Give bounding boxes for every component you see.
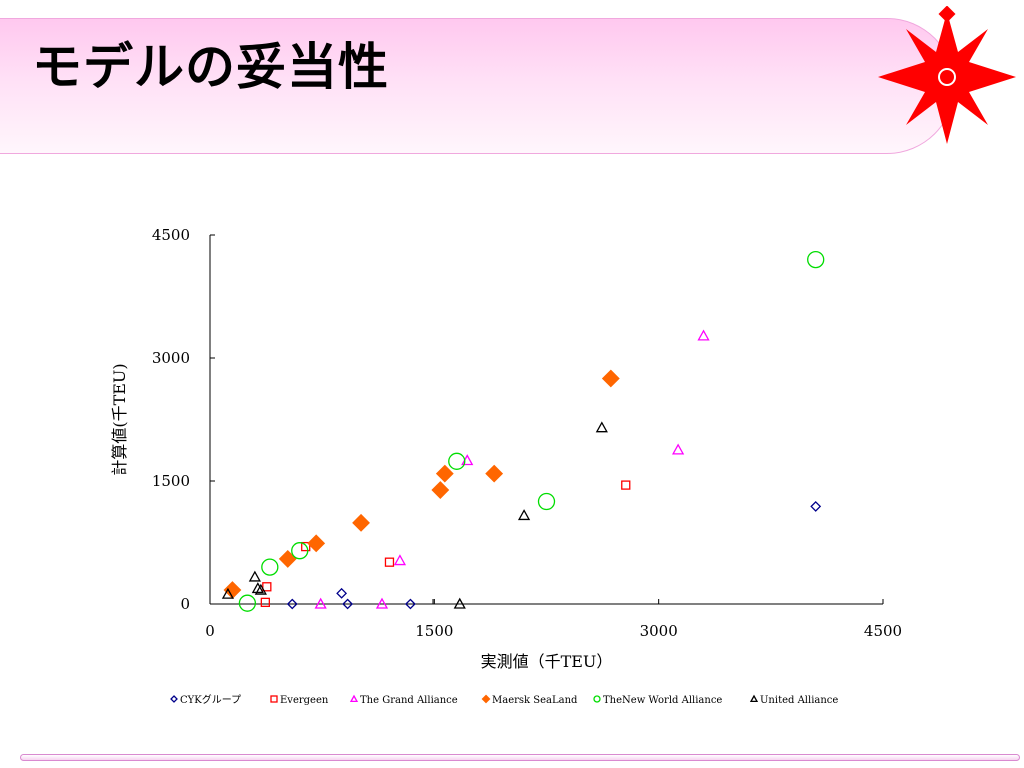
data-point	[336, 587, 348, 599]
series-5	[221, 421, 608, 609]
data-point	[251, 582, 264, 594]
data-point	[278, 549, 297, 568]
y-axis-title: 計算値(千TEU)	[110, 363, 129, 475]
legend-item: Maersk SeaLand	[481, 694, 578, 706]
chart-ticks: 0 1500 3000 4500 0 1500 3000 4500	[152, 226, 902, 640]
legend-marker	[349, 694, 359, 703]
legend-label: Evergeen	[280, 695, 329, 706]
legend-label: Maersk SeaLand	[492, 695, 578, 706]
y-tick-label: 3000	[152, 349, 190, 367]
data-point	[697, 329, 710, 341]
data-point	[621, 480, 631, 490]
bottom-decorative-rule	[20, 754, 1020, 761]
legend-label: The Grand Alliance	[360, 695, 458, 706]
data-point	[384, 557, 395, 567]
data-point	[221, 587, 235, 599]
slide-title: モデルの妥当性	[32, 38, 389, 96]
data-point	[248, 570, 261, 582]
series-2	[314, 329, 710, 609]
data-point	[301, 541, 311, 552]
data-point	[254, 583, 267, 595]
data-point	[375, 597, 389, 609]
data-point	[431, 481, 450, 499]
data-point	[517, 509, 531, 521]
series-4	[238, 250, 825, 612]
series-1	[260, 480, 631, 608]
legend-marker	[170, 695, 178, 703]
data-point	[595, 421, 608, 433]
legend-item: TheNew World Alliance	[593, 695, 722, 706]
legend-marker	[749, 694, 759, 703]
data-point	[393, 554, 407, 566]
y-tick-label: 1500	[152, 472, 190, 490]
chart-legend: CYKグループ Evergeen The Grand Alliance Maersk …	[170, 693, 838, 706]
data-point	[286, 598, 298, 610]
legend-marker	[481, 694, 491, 704]
compass-star-logo	[878, 6, 1016, 144]
data-point	[448, 452, 466, 470]
compass-star-icon	[878, 6, 1016, 144]
legend-label: CYKグループ	[180, 693, 241, 706]
legend-marker	[270, 695, 278, 703]
legend-item: The Grand Alliance	[349, 694, 458, 706]
data-point	[404, 598, 416, 610]
legend-item: United Alliance	[749, 694, 838, 706]
x-tick-label: 1500	[415, 622, 453, 640]
x-axis-title: 実測値（千TEU）	[481, 652, 613, 671]
data-point	[672, 443, 685, 455]
chart-axes	[209, 235, 883, 605]
title-banner	[0, 18, 955, 154]
data-point	[485, 464, 504, 483]
legend-label: TheNew World Alliance	[603, 695, 722, 706]
legend-item: Evergeen	[270, 695, 329, 706]
data-point	[291, 542, 309, 560]
data-point	[314, 597, 327, 609]
x-tick-label: 0	[205, 622, 215, 640]
x-tick-label: 4500	[864, 622, 902, 640]
data-point	[807, 250, 825, 269]
data-point	[537, 492, 556, 511]
data-point	[453, 597, 466, 609]
data-point	[238, 594, 257, 612]
x-tick-label: 3000	[640, 622, 678, 640]
data-point	[342, 598, 354, 610]
chart-points	[221, 250, 825, 612]
data-point	[262, 582, 272, 592]
series-0	[286, 501, 822, 610]
data-point	[810, 501, 822, 512]
data-point	[260, 597, 270, 608]
series-3	[223, 369, 620, 599]
y-tick-label: 4500	[152, 226, 190, 244]
legend-marker	[593, 695, 601, 703]
y-tick-label: 0	[180, 595, 190, 613]
data-point	[601, 369, 620, 388]
data-point	[352, 513, 370, 532]
data-point	[261, 558, 279, 576]
legend-label: United Alliance	[760, 695, 838, 706]
data-point	[307, 534, 326, 553]
legend-item: CYKグループ	[170, 693, 241, 706]
data-point	[435, 464, 454, 483]
